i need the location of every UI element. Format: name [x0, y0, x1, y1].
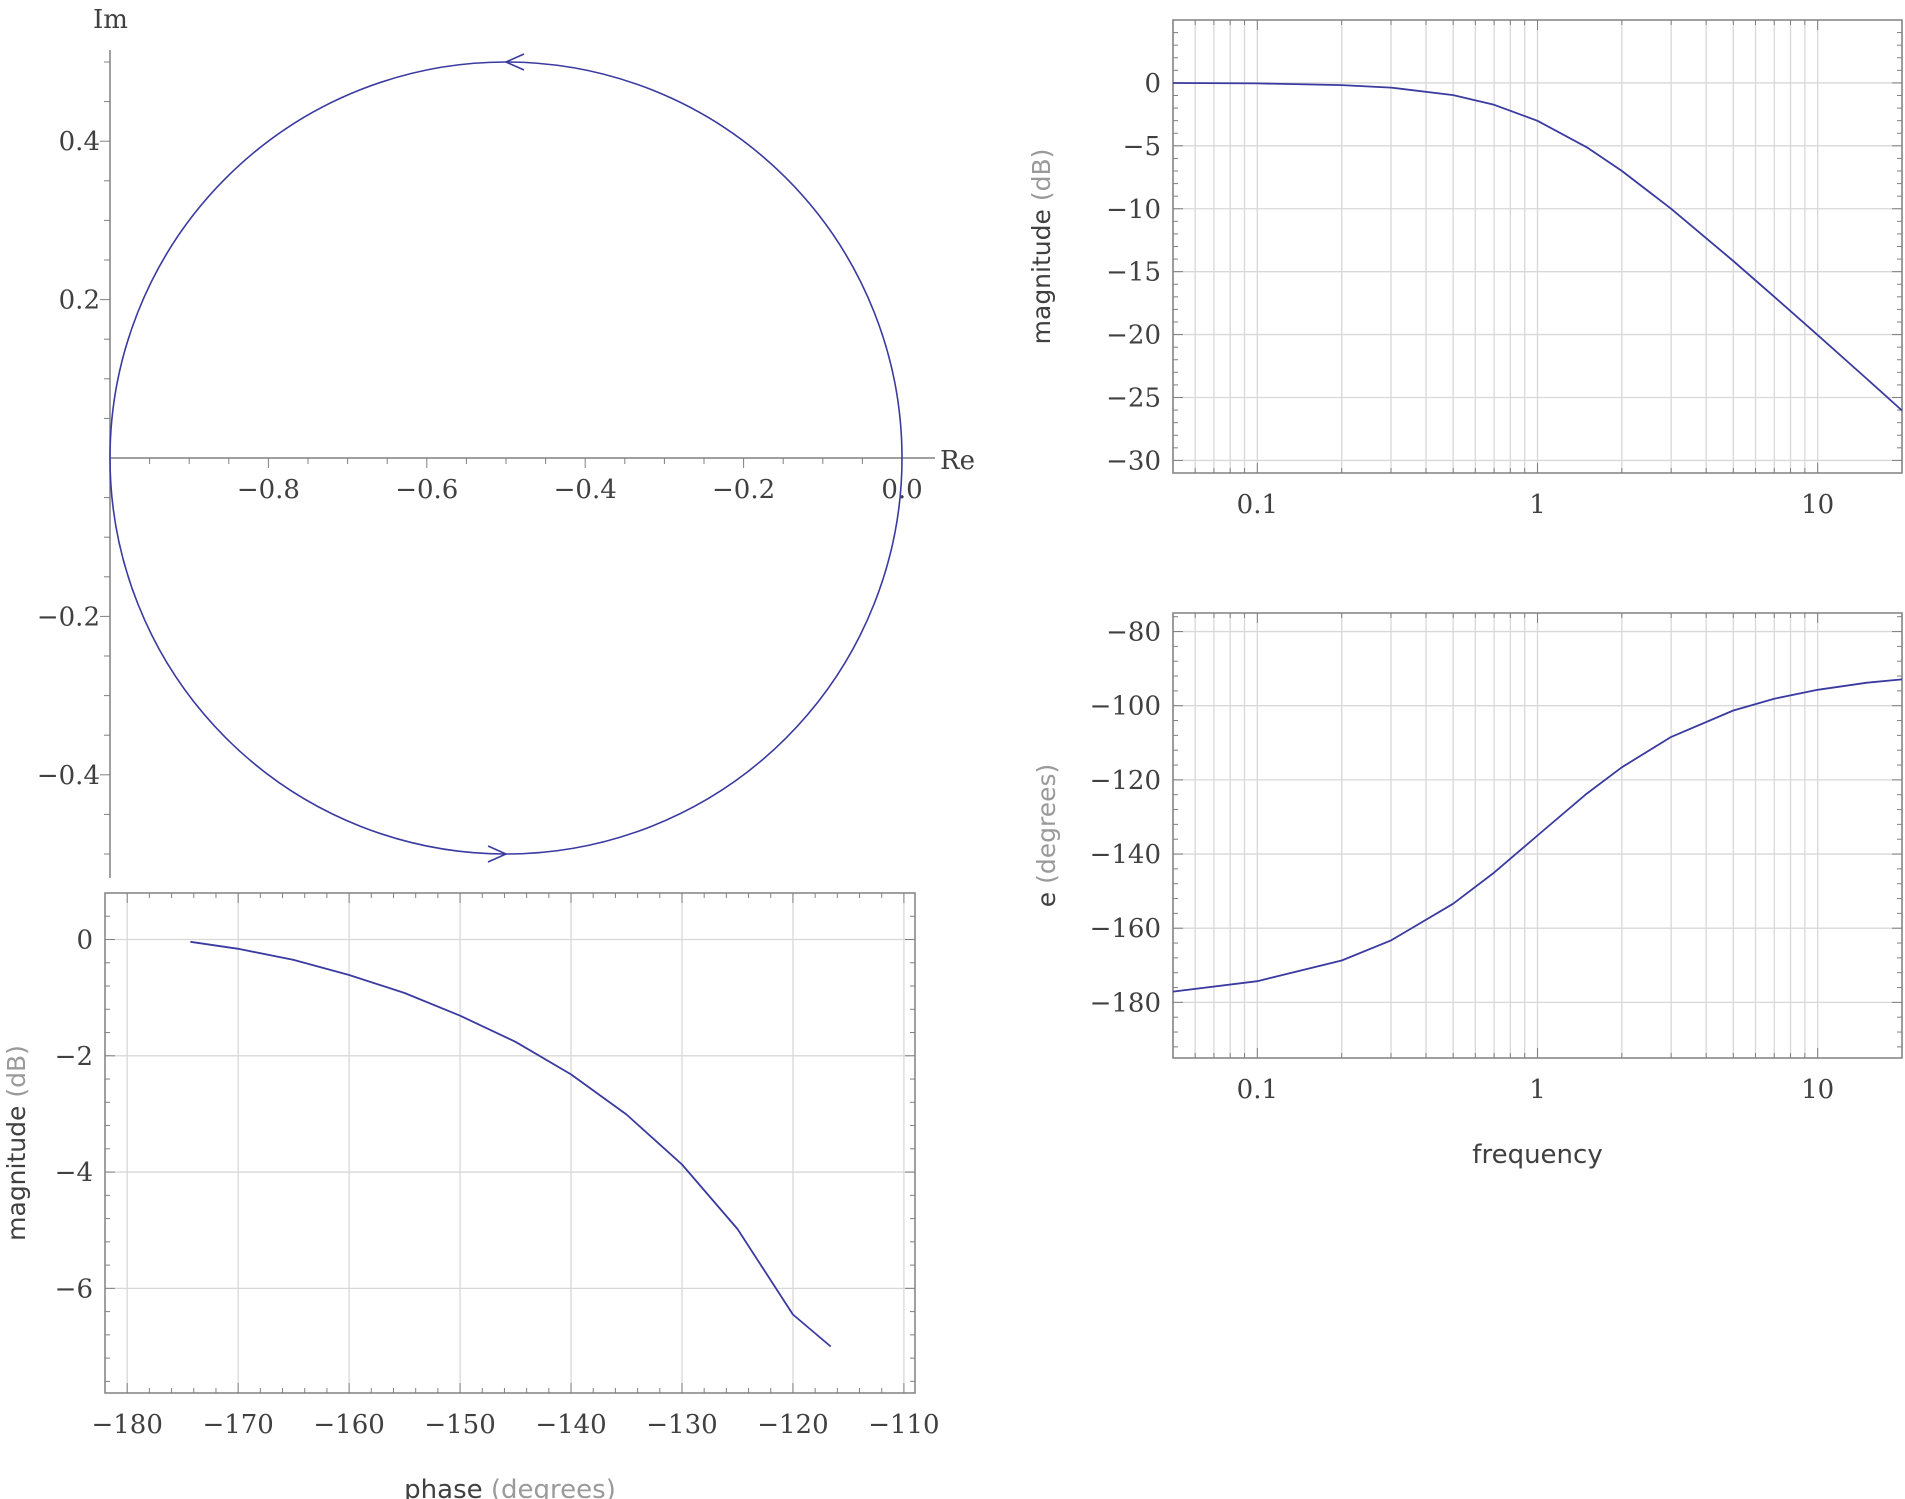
- y-tick-label: 0: [76, 926, 93, 956]
- x-axis-label-unit: (degrees): [491, 1475, 616, 1499]
- y-axis-label: magnitude (dB): [1027, 149, 1056, 345]
- series-line: [190, 940, 832, 1348]
- y-tick-label: −140: [1090, 840, 1161, 870]
- y-tick-label: 0.2: [59, 286, 100, 316]
- series-line: [1172, 678, 1903, 993]
- y-tick-label: −100: [1090, 692, 1161, 722]
- y-tick-label: −180: [1090, 988, 1161, 1018]
- x-tick-label: −140: [535, 1410, 606, 1440]
- y-axis-label: magnitude (dB): [2, 1045, 31, 1241]
- plot-frame: [104, 892, 916, 1394]
- y-axis-label: e (degrees): [1032, 764, 1061, 907]
- y-tick-label: −2: [55, 1042, 93, 1072]
- x-tick-label: −160: [313, 1410, 384, 1440]
- x-tick-label: −0.2: [712, 475, 775, 505]
- x-tick-label: 1: [1529, 1075, 1546, 1105]
- y-tick-label: 0: [1144, 69, 1161, 99]
- x-tick-label: −110: [868, 1410, 939, 1440]
- x-tick-label: −130: [646, 1410, 717, 1440]
- nichols-plot: 0 −2 −4 −6 −180 −170 −160 −150 −140 −130 −120 −110 m…: [2, 892, 940, 1499]
- y-tick-label: −4: [55, 1158, 93, 1188]
- x-tick-label: −150: [424, 1410, 495, 1440]
- x-tick-label: 0.1: [1237, 490, 1278, 520]
- x-tick-label: −0.4: [554, 475, 617, 505]
- y-tick-label: −25: [1106, 384, 1161, 414]
- y-tick-label: −80: [1106, 618, 1161, 648]
- direction-arrow: [504, 53, 525, 71]
- y-tick-label: −30: [1106, 446, 1161, 476]
- y-tick-label: −120: [1090, 766, 1161, 796]
- x-axis-label: Re: [940, 446, 975, 476]
- y-axis-label-main: magnitude: [2, 1098, 31, 1241]
- y-tick-label: −0.4: [37, 761, 100, 791]
- y-axis-label: Im: [93, 5, 128, 35]
- y-axis-label-unit: (dB): [1027, 149, 1056, 202]
- x-tick-label: 10: [1801, 490, 1834, 520]
- x-tick-label: −0.6: [395, 475, 458, 505]
- direction-arrow: [487, 845, 508, 863]
- x-axis-label: frequency: [1472, 1140, 1602, 1170]
- x-tick-label: −180: [91, 1410, 162, 1440]
- series-line: [1172, 82, 1903, 412]
- y-axis-label-main: e: [1032, 884, 1061, 907]
- bode-magnitude-plot: 0 −5 −10 −15 −20 −25 −30 0.1 1 10 magnitude (dB): [1027, 19, 1903, 520]
- y-axis-label-unit: (degrees): [1032, 764, 1061, 884]
- x-axis-label-main: phase: [404, 1475, 491, 1499]
- x-axis-label: phase (degrees): [404, 1475, 616, 1499]
- x-tick-label: 10: [1801, 1075, 1834, 1105]
- y-tick-label: −0.2: [37, 602, 100, 632]
- y-tick-label: −10: [1106, 195, 1161, 225]
- x-tick-label: −170: [202, 1410, 273, 1440]
- y-axis-label-unit: (dB): [2, 1045, 31, 1098]
- y-tick-label: −15: [1106, 258, 1161, 288]
- x-tick-label: 1: [1529, 490, 1546, 520]
- x-tick-label: −0.8: [237, 475, 300, 505]
- y-tick-label: 0.4: [59, 127, 100, 157]
- bode-phase-plot: −80 −100 −120 −140 −160 −180 0.1 1 10 e (degrees)…: [1032, 612, 1903, 1170]
- x-tick-label: −120: [757, 1410, 828, 1440]
- x-tick-label: 0.1: [1237, 1075, 1278, 1105]
- y-tick-label: −20: [1106, 321, 1161, 351]
- y-tick-label: −6: [55, 1274, 93, 1304]
- y-axis-label-main: magnitude: [1027, 201, 1056, 344]
- y-tick-label: −160: [1090, 914, 1161, 944]
- y-tick-label: −5: [1123, 132, 1161, 162]
